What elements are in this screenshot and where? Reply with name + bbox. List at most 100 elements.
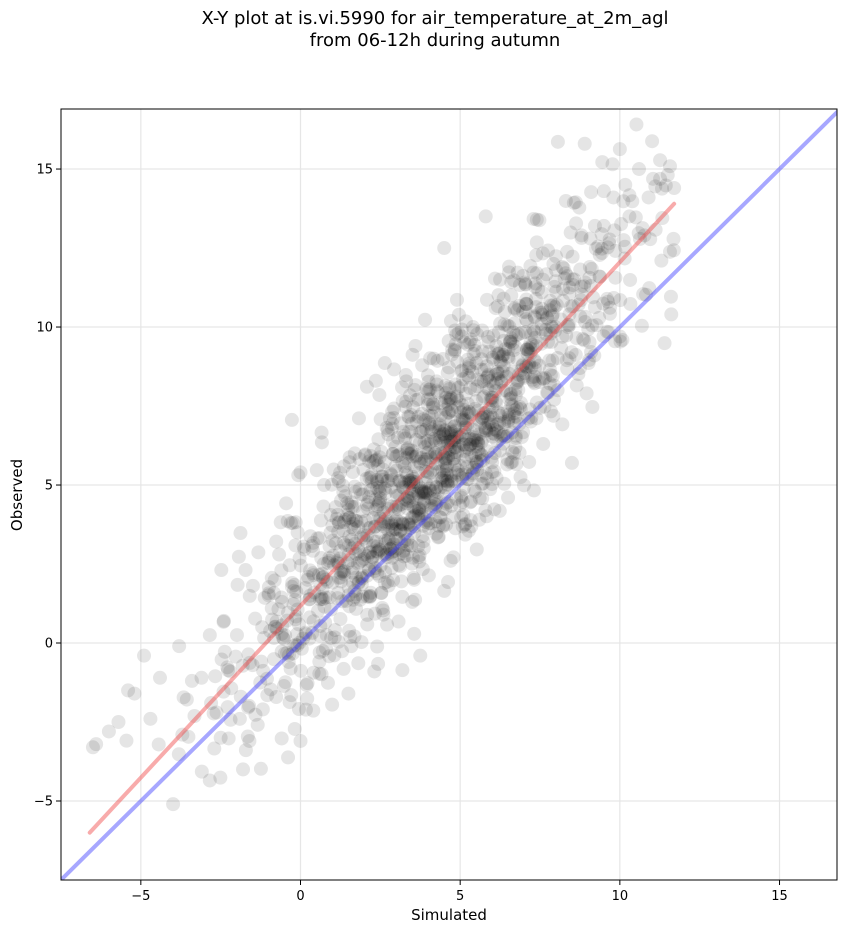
scatter-point (449, 389, 464, 404)
scatter-point (469, 356, 484, 371)
scatter-point (470, 435, 485, 450)
scatter-point (540, 311, 555, 326)
scatter-point (440, 473, 455, 488)
scatter-point (441, 435, 456, 450)
scatter-point (573, 309, 588, 324)
scatter-point (507, 406, 522, 421)
scatter-point (314, 667, 329, 682)
scatter-point (400, 532, 415, 547)
scatter-point (653, 171, 668, 186)
scatter-point (365, 550, 380, 565)
scatter-point (388, 502, 403, 517)
scatter-point (292, 551, 307, 566)
scatter-point (426, 351, 441, 366)
scatter-point (404, 424, 419, 439)
scatter-point (623, 296, 638, 311)
scatter-point (474, 374, 489, 389)
scatter-point (591, 239, 606, 254)
scatter-point (496, 347, 511, 362)
scatter-point (430, 456, 445, 471)
scatter-point (480, 381, 495, 396)
scatter-point (474, 468, 489, 483)
scatter-point (512, 298, 527, 313)
scatter-point (408, 338, 423, 353)
scatter-point (330, 507, 345, 522)
scatter-point (514, 429, 529, 444)
scatter-point (326, 462, 341, 477)
scatter-point (456, 372, 471, 387)
scatter-point (461, 361, 476, 376)
scatter-point (537, 399, 552, 414)
scatter-point (446, 550, 461, 565)
scatter-point (402, 494, 417, 509)
scatter-point (448, 440, 463, 455)
scatter-point (388, 484, 403, 499)
scatter-point (509, 328, 524, 343)
scatter-point (395, 663, 410, 678)
scatter-point (582, 259, 597, 274)
scatter-point (342, 599, 357, 614)
scatter-point (451, 380, 466, 395)
scatter-point (354, 530, 369, 545)
scatter-point (381, 531, 396, 546)
scatter-point (278, 628, 293, 643)
scatter-point (392, 473, 407, 488)
scatter-point (274, 644, 289, 659)
scatter-point (485, 410, 500, 425)
scatter-point (302, 631, 317, 646)
scatter-point (396, 543, 411, 558)
scatter-point (449, 391, 464, 406)
scatter-point (467, 401, 482, 416)
scatter-point (409, 393, 424, 408)
scatter-point (312, 645, 327, 660)
scatter-point (463, 431, 478, 446)
scatter-point (345, 465, 360, 480)
scatter-point (413, 648, 428, 663)
scatter-point (303, 529, 318, 544)
scatter-point (447, 344, 462, 359)
scatter-point (389, 499, 404, 514)
scatter-point (369, 472, 384, 487)
scatter-point (313, 513, 328, 528)
scatter-point (359, 534, 374, 549)
scatter-point (506, 343, 521, 358)
scatter-point (435, 518, 450, 533)
scatter-point (323, 525, 338, 540)
scatter-point (441, 333, 456, 348)
scatter-point (392, 547, 407, 562)
scatter-point (375, 469, 390, 484)
scatter-point (596, 329, 611, 344)
scatter-point (561, 320, 576, 335)
scatter-point (438, 451, 453, 466)
scatter-point (428, 446, 443, 461)
scatter-point (354, 553, 369, 568)
scatter-point (447, 419, 462, 434)
scatter-point (406, 474, 421, 489)
scatter-point (525, 338, 540, 353)
scatter-point (435, 473, 450, 488)
scatter-point (288, 612, 303, 627)
scatter-point (505, 399, 520, 414)
scatter-point (473, 454, 488, 469)
scatter-point (534, 285, 549, 300)
scatter-point (462, 441, 477, 456)
scatter-point (421, 408, 436, 423)
scatter-point (491, 288, 506, 303)
scatter-point (421, 568, 436, 583)
scatter-point (407, 382, 422, 397)
scatter-point (438, 402, 453, 417)
scatter-point (376, 505, 391, 520)
scatter-point (459, 449, 474, 464)
scatter-point (465, 320, 480, 335)
scatter-point (634, 318, 649, 333)
scatter-point (503, 334, 518, 349)
scatter-point (374, 586, 389, 601)
scatter-point (314, 425, 329, 440)
scatter-point (354, 577, 369, 592)
scatter-point (501, 349, 516, 364)
scatter-point (290, 525, 305, 540)
scatter-point (482, 423, 497, 438)
scatter-point (287, 721, 302, 736)
scatter-point (596, 296, 611, 311)
scatter-point (359, 471, 374, 486)
